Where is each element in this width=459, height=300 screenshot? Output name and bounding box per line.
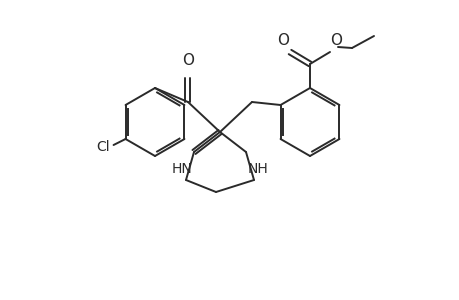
Text: O: O <box>182 53 194 68</box>
Text: O: O <box>276 33 288 48</box>
Text: O: O <box>329 33 341 48</box>
Text: Cl: Cl <box>96 140 110 154</box>
Text: HN: HN <box>171 162 191 176</box>
Text: NH: NH <box>247 162 268 176</box>
